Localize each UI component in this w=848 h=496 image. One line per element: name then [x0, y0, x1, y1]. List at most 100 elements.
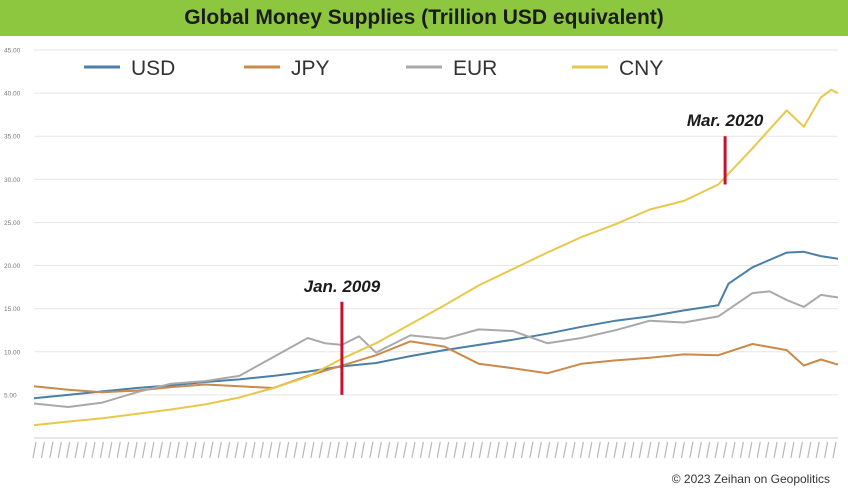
x-tick-mark [798, 441, 803, 459]
x-tick-mark [697, 441, 702, 459]
x-tick-mark [394, 441, 399, 459]
y-tick-label: 40.00 [4, 91, 21, 98]
x-tick-mark [360, 441, 366, 459]
x-tick-mark [605, 441, 610, 459]
x-tick-mark [731, 441, 736, 459]
x-tick-mark [562, 441, 568, 459]
series-line-jpy [33, 340, 839, 394]
x-tick-mark [503, 441, 509, 459]
x-tick-mark [663, 441, 669, 459]
x-tick-mark [318, 441, 323, 459]
x-tick-mark [537, 441, 542, 459]
x-tick-mark [706, 441, 711, 459]
x-tick-mark [529, 441, 534, 459]
x-tick-mark [116, 441, 121, 459]
x-tick-mark [293, 441, 298, 459]
x-tick-mark [91, 441, 96, 459]
x-tick-mark [234, 441, 239, 459]
x-tick-mark [133, 441, 138, 459]
x-tick-mark [285, 441, 290, 459]
x-tick-mark [352, 441, 357, 459]
x-tick-mark [470, 441, 475, 459]
x-tick-mark [167, 441, 172, 459]
x-tick-mark [832, 441, 837, 459]
series-line-eur [33, 290, 839, 408]
x-tick-mark [621, 441, 627, 459]
x-tick-mark [32, 441, 37, 459]
x-tick-mark [108, 441, 113, 459]
x-tick-mark [268, 441, 273, 459]
x-tick-mark [259, 441, 264, 459]
x-tick-mark [689, 441, 694, 459]
x-tick-mark [175, 441, 180, 459]
x-tick-mark [655, 441, 660, 459]
x-tick-mark [369, 441, 374, 459]
x-tick-mark [377, 441, 382, 459]
x-tick-mark [57, 441, 62, 459]
x-tick-mark [150, 441, 155, 459]
x-tick-mark [765, 441, 770, 459]
y-tick-label: 15.00 [4, 306, 21, 313]
y-tick-label: 30.00 [4, 177, 21, 184]
x-tick-mark [453, 441, 458, 459]
x-tick-mark [82, 441, 88, 459]
x-tick-mark [40, 441, 46, 459]
x-tick-mark [402, 441, 408, 459]
legend-label-jpy: JPY [291, 57, 330, 80]
x-tick-mark [327, 441, 332, 459]
x-tick-mark [428, 441, 433, 459]
x-tick-mark [200, 441, 206, 459]
legend-label-usd: USD [131, 57, 175, 80]
y-tick-label: 5.00 [4, 392, 17, 399]
x-tick-mark [781, 441, 787, 459]
x-tick-mark [343, 441, 349, 459]
legend-label-eur: EUR [453, 57, 497, 80]
x-tick-mark [487, 441, 492, 459]
x-tick-mark [554, 441, 559, 459]
x-tick-mark [141, 441, 147, 459]
x-tick-mark [209, 441, 214, 459]
y-tick-label: 10.00 [4, 349, 21, 356]
x-tick-mark [756, 441, 761, 459]
title-bar: Global Money Supplies (Trillion USD equi… [0, 0, 848, 36]
x-tick-mark [520, 441, 526, 459]
x-tick-mark [217, 441, 222, 459]
x-tick-mark [445, 441, 450, 459]
x-tick-mark [251, 441, 256, 459]
x-tick-mark [310, 441, 315, 459]
x-tick-mark [588, 441, 593, 459]
x-tick-mark [335, 441, 340, 459]
x-tick-mark [158, 441, 163, 459]
x-tick-mark [242, 441, 248, 459]
x-tick-mark [571, 441, 576, 459]
x-tick-mark [386, 441, 391, 459]
x-tick-mark [739, 441, 744, 459]
x-tick-mark [579, 441, 584, 459]
chart-title: Global Money Supplies (Trillion USD equi… [184, 6, 664, 29]
x-tick-mark [99, 441, 104, 459]
x-tick-mark [436, 441, 441, 459]
y-tick-label: 20.00 [4, 263, 21, 270]
x-tick-mark [714, 441, 719, 459]
x-tick-mark [647, 441, 652, 459]
x-tick-mark [49, 441, 54, 459]
y-tick-label: 45.00 [4, 48, 21, 55]
x-tick-mark [790, 441, 795, 459]
x-tick-mark [630, 441, 635, 459]
x-tick-mark [773, 441, 778, 459]
x-tick-mark [512, 441, 517, 459]
x-tick-mark [815, 441, 820, 459]
x-tick-mark [748, 441, 753, 459]
x-tick-mark [478, 441, 483, 459]
x-tick-mark [74, 441, 79, 459]
x-tick-mark [638, 441, 643, 459]
x-tick-mark [461, 441, 467, 459]
x-tick-mark [823, 441, 829, 459]
copyright-footer: © 2023 Zeihan on Geopolitics [671, 472, 830, 486]
x-tick-mark [672, 441, 677, 459]
annotation-label: Mar. 2020 [687, 111, 764, 130]
x-tick-mark [546, 441, 551, 459]
annotation-label: Jan. 2009 [304, 277, 381, 296]
x-tick-mark [226, 441, 231, 459]
